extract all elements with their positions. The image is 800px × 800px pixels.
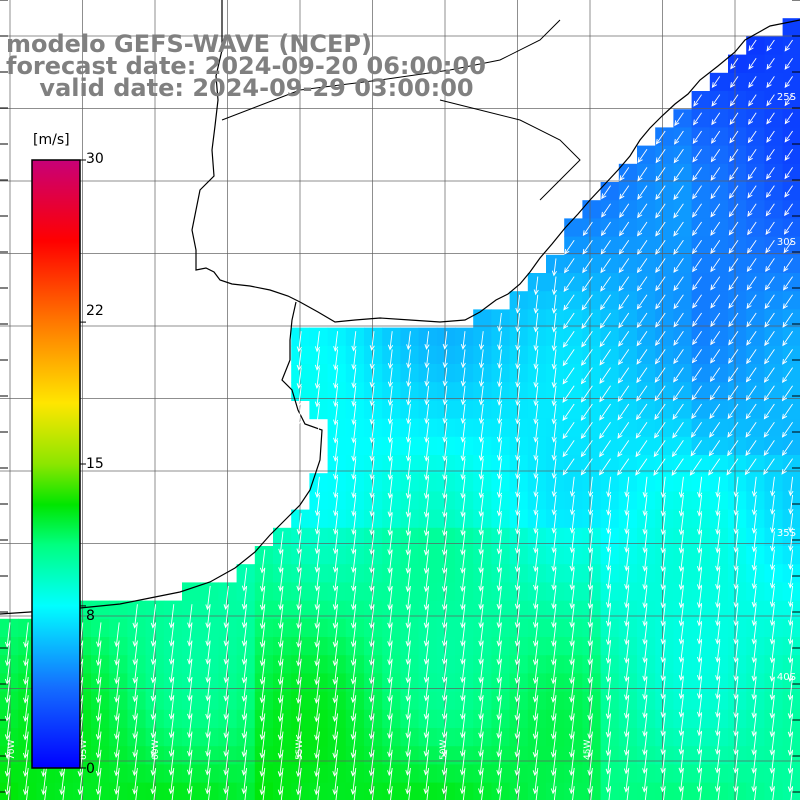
- coastline: [0, 0, 800, 615]
- lon-label: 60W: [151, 740, 161, 760]
- colorbar-tick-8: 8: [86, 608, 95, 624]
- valid-date: valid date: 2024-09-29 03:00:00: [6, 74, 474, 102]
- colorbar-gradient: [31, 159, 81, 769]
- lon-label: 45W: [583, 740, 593, 760]
- lon-label: 50W: [439, 740, 449, 760]
- lon-label: 55W: [295, 740, 305, 760]
- lat-label: 40S: [777, 672, 796, 683]
- forecast-date: forecast date: 2024-09-20 06:00:00: [6, 52, 486, 80]
- colorbar-unit: [m/s]: [33, 132, 70, 148]
- colorbar-tick-15: 15: [86, 456, 104, 472]
- lat-label: 25S: [777, 92, 796, 103]
- colorbar-tick-22: 22: [86, 303, 104, 319]
- colorbar: [31, 159, 86, 769]
- model-title: modelo GEFS-WAVE (NCEP): [6, 30, 372, 58]
- colorbar-tick-0: 0: [86, 761, 95, 777]
- lon-label: 70W: [7, 740, 17, 760]
- lat-label: 35S: [777, 528, 796, 539]
- grid-labels: 25S 30S 35S 40S 70W 65W 60W 55W 50W 45W: [7, 92, 796, 760]
- lat-label: 30S: [777, 237, 796, 248]
- lon-label: 65W: [79, 740, 89, 760]
- colorbar-tick-30: 30: [86, 151, 104, 167]
